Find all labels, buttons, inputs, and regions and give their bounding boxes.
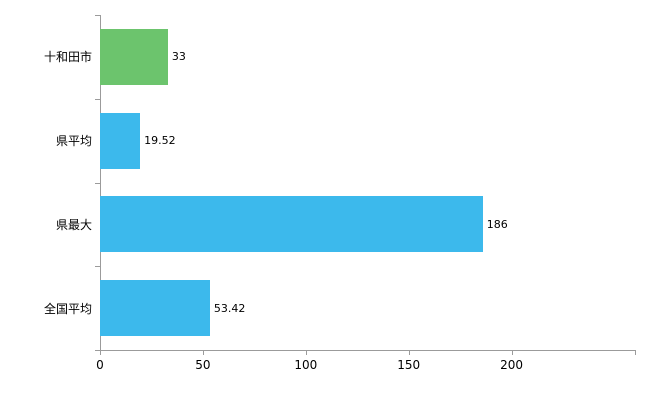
x-tick-label: 50 [195,358,211,372]
category-label: 県最大 [55,217,92,232]
x-axis-line [100,350,636,351]
y-axis-tick [95,98,100,100]
y-axis-tick [95,15,100,16]
y-axis-tick [95,350,100,351]
bar-row: 53.42 [100,266,635,350]
x-tick-label: 0 [96,358,104,372]
y-axis-tick [95,266,100,268]
bar-十和田市 [100,28,168,85]
x-tick-label: 150 [397,358,421,372]
bar-value-label: 33 [171,50,186,64]
x-axis-tick [408,350,410,355]
bar-row: 33 [100,15,635,99]
category-label: 十和田市 [43,50,92,65]
y-axis-tick [95,182,100,184]
x-axis-tick [100,350,101,355]
x-axis-tick [511,350,513,355]
bar-全国平均 [100,280,210,337]
x-axis-tick [202,350,204,355]
bar-県最大 [100,196,483,253]
bar-row: 186 [100,183,635,267]
plot-area: 33 19.52 186 53.42 [100,15,635,350]
bar-row: 19.52 [100,99,635,183]
bar-value-label: 186 [486,217,508,231]
bar-value-label: 53.42 [213,301,246,315]
x-tick-label: 200 [500,358,523,372]
bar-県平均 [100,112,141,169]
bar-value-label: 19.52 [144,134,176,148]
x-axis-tick [305,350,307,355]
category-label: 全国平均 [43,301,92,316]
x-axis-end-tick [635,350,636,355]
x-tick-label: 100 [294,358,318,372]
y-axis-line [100,15,101,351]
category-label: 県平均 [55,134,92,149]
